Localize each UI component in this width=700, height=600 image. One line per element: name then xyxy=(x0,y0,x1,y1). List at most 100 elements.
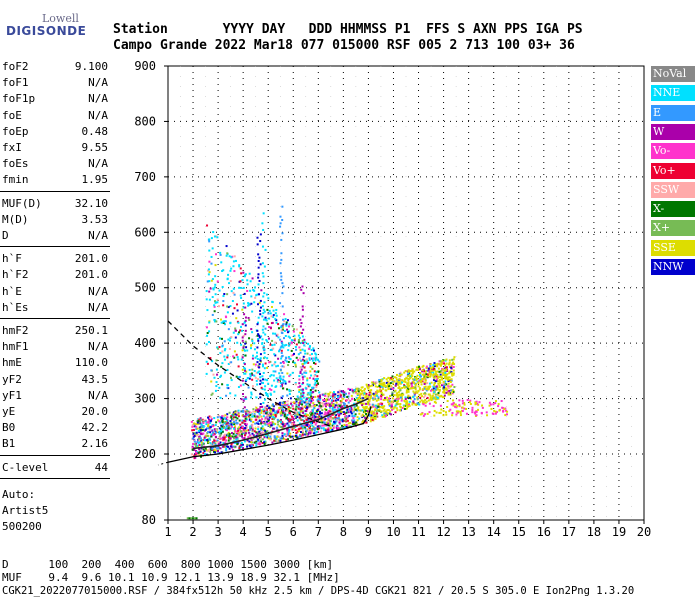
x-tick-label: 7 xyxy=(315,525,322,539)
echo-point xyxy=(433,400,436,403)
echo-point xyxy=(281,423,284,426)
echo-point xyxy=(256,383,259,386)
echo-point xyxy=(401,386,404,389)
echo-point xyxy=(305,406,308,409)
echo-point xyxy=(269,312,272,315)
echo-point xyxy=(312,432,315,435)
echo-point xyxy=(309,430,312,433)
echo-point xyxy=(234,329,237,332)
echo-point xyxy=(270,408,273,411)
echo-point xyxy=(281,405,284,408)
echo-point xyxy=(295,411,298,414)
echo-point xyxy=(435,396,438,399)
echo-point xyxy=(222,436,225,439)
param-separator xyxy=(0,454,110,456)
echo-point xyxy=(385,378,388,381)
echo-point xyxy=(213,304,216,307)
echo-point xyxy=(194,453,197,456)
echo-point xyxy=(208,280,211,283)
echo-point xyxy=(411,387,414,390)
echo-point xyxy=(390,403,393,406)
echo-point xyxy=(215,320,218,323)
echo-point xyxy=(295,406,298,409)
echo-point xyxy=(288,375,291,378)
echo-point xyxy=(461,406,464,409)
echo-point xyxy=(397,391,400,394)
echo-point xyxy=(244,324,247,327)
echo-point xyxy=(440,376,443,379)
param-key: foEs xyxy=(2,157,29,171)
echo-point xyxy=(311,419,314,422)
echo-point xyxy=(271,300,274,303)
echo-point xyxy=(437,367,440,370)
echo-point xyxy=(301,405,304,408)
echo-point xyxy=(375,407,378,410)
echo-point xyxy=(223,415,226,418)
echo-point xyxy=(421,370,424,373)
echo-point xyxy=(382,406,385,409)
echo-point xyxy=(283,344,286,347)
echo-point xyxy=(196,444,199,447)
echo-point xyxy=(453,386,456,389)
echo-point xyxy=(346,395,349,398)
echo-point xyxy=(319,416,322,419)
echo-point xyxy=(248,272,251,275)
echo-point xyxy=(368,389,371,392)
echo-point xyxy=(363,389,366,392)
echo-point xyxy=(443,386,446,389)
echo-point xyxy=(294,410,297,413)
echo-point xyxy=(248,440,251,443)
echo-point xyxy=(281,395,284,398)
echo-point xyxy=(327,410,330,413)
echo-point xyxy=(331,424,334,427)
echo-point xyxy=(239,434,242,437)
echo-point xyxy=(268,416,271,419)
echo-point xyxy=(258,407,261,410)
echo-point xyxy=(302,391,305,394)
echo-point xyxy=(306,422,309,425)
echo-point xyxy=(302,342,305,345)
echo-point xyxy=(271,344,274,347)
echo-point xyxy=(287,403,290,406)
echo-point xyxy=(278,348,281,351)
echo-point xyxy=(337,404,340,407)
echo-point xyxy=(307,414,310,417)
echo-point xyxy=(442,391,445,394)
echo-point xyxy=(310,423,313,426)
echo-point xyxy=(313,405,316,408)
echo-point xyxy=(257,273,260,276)
echo-point xyxy=(234,259,237,262)
echo-point xyxy=(245,429,248,432)
echo-point xyxy=(313,414,316,417)
echo-point xyxy=(211,425,214,428)
echo-point xyxy=(358,392,361,395)
echo-point xyxy=(198,430,201,433)
echo-point xyxy=(249,414,252,417)
echo-point xyxy=(300,394,303,397)
echo-point xyxy=(247,415,250,418)
echo-point xyxy=(428,393,431,396)
echo-point xyxy=(277,435,280,438)
echo-point xyxy=(397,383,400,386)
echo-point xyxy=(246,289,249,292)
echo-point xyxy=(326,395,329,398)
echo-point xyxy=(280,382,283,385)
echo-point xyxy=(302,381,305,384)
echo-point xyxy=(314,432,317,435)
echo-point xyxy=(492,403,495,406)
echo-point xyxy=(305,418,308,421)
echo-point xyxy=(406,385,409,388)
echo-point xyxy=(338,389,341,392)
echo-point xyxy=(221,350,224,353)
echo-point xyxy=(288,410,291,413)
echo-point xyxy=(301,373,304,376)
echo-point xyxy=(259,383,262,386)
echo-point xyxy=(255,431,258,434)
echo-point xyxy=(305,403,308,406)
param-row-b1: B1 2.16 xyxy=(0,437,108,451)
echo-point xyxy=(270,433,273,436)
echo-point xyxy=(196,427,199,430)
echo-point xyxy=(232,416,235,419)
echo-point xyxy=(241,393,244,396)
echo-point xyxy=(378,408,381,411)
